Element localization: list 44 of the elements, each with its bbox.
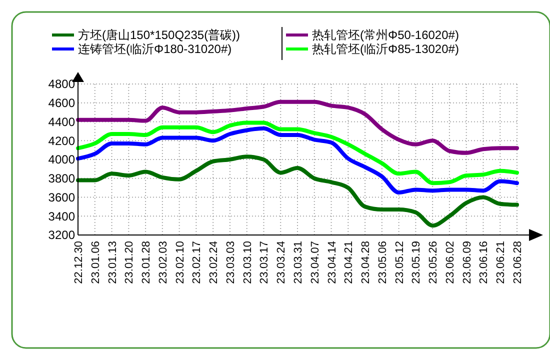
line-series <box>76 126 519 195</box>
legend-label: 热轧管坯(临沂Φ85-13020#) <box>312 42 459 56</box>
y-tick-label: 4000 <box>48 152 76 167</box>
x-tick-label: 23.04.14 <box>326 241 338 284</box>
x-tick-label: 23.02.17 <box>191 241 204 284</box>
x-tick-label: 23.01.28 <box>140 241 153 284</box>
x-tick-label: 23.05.19 <box>410 241 423 284</box>
x-tick-label: 23.02.03 <box>157 241 170 284</box>
x-tick-label: 23.04.07 <box>309 241 322 284</box>
line-series <box>76 154 519 228</box>
x-tick-label: 23.02.10 <box>174 241 186 284</box>
x-tick-label: 23.03.17 <box>258 241 271 284</box>
x-tick-label: 23.05.12 <box>394 241 406 284</box>
x-tick-label: 23.05.06 <box>376 241 389 284</box>
x-tick-label: 23.04.21 <box>343 241 356 284</box>
x-tick-label: 23.04.28 <box>360 241 372 284</box>
y-tick-label: 4200 <box>48 134 76 148</box>
x-tick-label: 23.02.24 <box>208 241 220 284</box>
x-tick-label: 23.01.06 <box>90 241 102 284</box>
x-tick-label: 23.06.21 <box>495 241 508 284</box>
x-tick-label: 23.01.20 <box>124 241 136 284</box>
x-tick-label: 23.03.03 <box>224 241 237 284</box>
y-tick-label: 4600 <box>48 96 76 110</box>
legend-label: 连铸管坯(临沂Φ180-31020#) <box>78 42 232 56</box>
y-tick-label: 3200 <box>48 228 76 242</box>
legend-label: 热轧管坯(常州Φ50-16020#) <box>312 28 459 42</box>
legend-label: 方坯(唐山150*150Q235(普碳)) <box>78 28 240 42</box>
x-tick-label: 23.06.16 <box>478 241 490 284</box>
y-tick-label: 4800 <box>48 77 76 92</box>
x-tick-label: 23.06.02 <box>444 241 456 284</box>
y-tick-label: 3800 <box>48 172 76 186</box>
x-tick-label: 23.03.10 <box>242 241 254 284</box>
line-series <box>76 100 519 155</box>
x-tick-label: 23.05.26 <box>428 241 440 284</box>
line-series <box>76 120 519 186</box>
x-tick-label: 23.01.13 <box>106 241 119 284</box>
x-tick-label: 22.12.30 <box>73 241 85 284</box>
y-tick-label: 3400 <box>48 209 76 224</box>
y-tick-label: 3600 <box>48 190 76 204</box>
x-tick-label: 23.03.24 <box>276 241 288 284</box>
x-tick-label: 23.03.31 <box>292 241 304 284</box>
y-tick-label: 4400 <box>48 114 76 129</box>
x-tick-label: 23.06.09 <box>461 241 474 284</box>
x-tick-label: 23.06.28 <box>512 241 524 284</box>
